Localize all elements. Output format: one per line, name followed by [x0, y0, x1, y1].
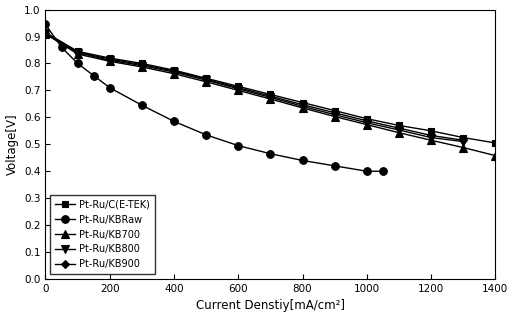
Pt-Ru/KB800: [42, 32, 48, 36]
Pt-Ru/KB900: [428, 134, 434, 137]
Pt-Ru/KB700: [332, 114, 338, 118]
Pt-Ru/KB700: [75, 52, 81, 56]
Pt-Ru/KBRaw: [380, 169, 386, 173]
Y-axis label: Voltage[V]: Voltage[V]: [6, 114, 19, 175]
Pt-Ru/KB700: [203, 80, 209, 84]
Pt-Ru/KB900: [332, 111, 338, 115]
Line: Pt-Ru/KBRaw: Pt-Ru/KBRaw: [42, 21, 387, 175]
Pt-Ru/KBRaw: [267, 152, 273, 156]
Pt-Ru/KB700: [267, 97, 273, 101]
Pt-Ru/KB900: [396, 126, 402, 130]
Line: Pt-Ru/KB900: Pt-Ru/KB900: [42, 30, 466, 143]
Pt-Ru/KB700: [364, 123, 370, 127]
Pt-Ru/C(E-TEK): [42, 31, 48, 34]
Pt-Ru/KB900: [75, 50, 81, 54]
Pt-Ru/KB900: [171, 69, 177, 73]
Pt-Ru/KB700: [171, 72, 177, 76]
Pt-Ru/C(E-TEK): [364, 117, 370, 121]
Pt-Ru/KB700: [106, 59, 113, 63]
Pt-Ru/KBRaw: [332, 164, 338, 168]
Pt-Ru/C(E-TEK): [235, 85, 242, 88]
Line: Pt-Ru/KB700: Pt-Ru/KB700: [42, 30, 499, 159]
Pt-Ru/KBRaw: [139, 103, 145, 107]
Pt-Ru/KB800: [139, 64, 145, 67]
Pt-Ru/KB900: [106, 57, 113, 61]
Pt-Ru/C(E-TEK): [203, 76, 209, 80]
Pt-Ru/KB700: [42, 32, 48, 36]
Pt-Ru/KB800: [364, 121, 370, 125]
Pt-Ru/KB800: [235, 87, 242, 91]
Pt-Ru/C(E-TEK): [75, 49, 81, 53]
Pt-Ru/KBRaw: [364, 169, 370, 173]
Legend: Pt-Ru/C(E-TEK), Pt-Ru/KBRaw, Pt-Ru/KB700, Pt-Ru/KB800, Pt-Ru/KB900: Pt-Ru/C(E-TEK), Pt-Ru/KBRaw, Pt-Ru/KB700…: [50, 195, 155, 274]
Pt-Ru/KB700: [492, 154, 499, 157]
Pt-Ru/C(E-TEK): [300, 100, 306, 104]
Pt-Ru/C(E-TEK): [171, 68, 177, 72]
Pt-Ru/KB800: [396, 128, 402, 132]
Pt-Ru/KBRaw: [90, 74, 97, 78]
Pt-Ru/KB800: [203, 78, 209, 82]
Pt-Ru/KB800: [106, 58, 113, 62]
Pt-Ru/KB800: [267, 95, 273, 99]
Pt-Ru/KBRaw: [75, 62, 81, 66]
Pt-Ru/KB700: [139, 65, 145, 69]
Pt-Ru/KBRaw: [235, 144, 242, 148]
Pt-Ru/KB800: [75, 51, 81, 55]
Line: Pt-Ru/KB800: Pt-Ru/KB800: [42, 30, 467, 145]
Pt-Ru/KB900: [364, 119, 370, 123]
Pt-Ru/KB900: [42, 31, 48, 35]
Pt-Ru/KBRaw: [171, 120, 177, 123]
Pt-Ru/C(E-TEK): [332, 109, 338, 113]
Pt-Ru/KB800: [332, 113, 338, 117]
Pt-Ru/KB800: [300, 104, 306, 108]
Pt-Ru/KB700: [460, 146, 466, 149]
Pt-Ru/KBRaw: [42, 23, 48, 26]
Pt-Ru/C(E-TEK): [396, 123, 402, 127]
Line: Pt-Ru/C(E-TEK): Pt-Ru/C(E-TEK): [42, 29, 499, 146]
Pt-Ru/KBRaw: [59, 45, 65, 49]
Pt-Ru/KB800: [171, 70, 177, 74]
Pt-Ru/KB800: [460, 140, 466, 143]
Pt-Ru/C(E-TEK): [139, 62, 145, 66]
Pt-Ru/C(E-TEK): [428, 129, 434, 133]
Pt-Ru/KB700: [428, 138, 434, 142]
Pt-Ru/KB900: [235, 86, 242, 90]
Pt-Ru/C(E-TEK): [492, 141, 499, 145]
Pt-Ru/KB900: [267, 94, 273, 98]
Pt-Ru/KB700: [300, 106, 306, 110]
Pt-Ru/KBRaw: [300, 159, 306, 162]
Pt-Ru/C(E-TEK): [106, 56, 113, 60]
Pt-Ru/KB900: [203, 77, 209, 81]
Pt-Ru/KB900: [460, 138, 466, 142]
Pt-Ru/KB900: [300, 103, 306, 107]
Pt-Ru/KBRaw: [203, 133, 209, 137]
X-axis label: Current Denstiy[mA/cm²]: Current Denstiy[mA/cm²]: [196, 300, 345, 313]
Pt-Ru/KB700: [235, 88, 242, 92]
Pt-Ru/KB900: [139, 63, 145, 66]
Pt-Ru/KB700: [396, 131, 402, 135]
Pt-Ru/C(E-TEK): [267, 93, 273, 96]
Pt-Ru/KB800: [428, 136, 434, 140]
Pt-Ru/C(E-TEK): [460, 136, 466, 140]
Pt-Ru/KBRaw: [106, 86, 113, 90]
